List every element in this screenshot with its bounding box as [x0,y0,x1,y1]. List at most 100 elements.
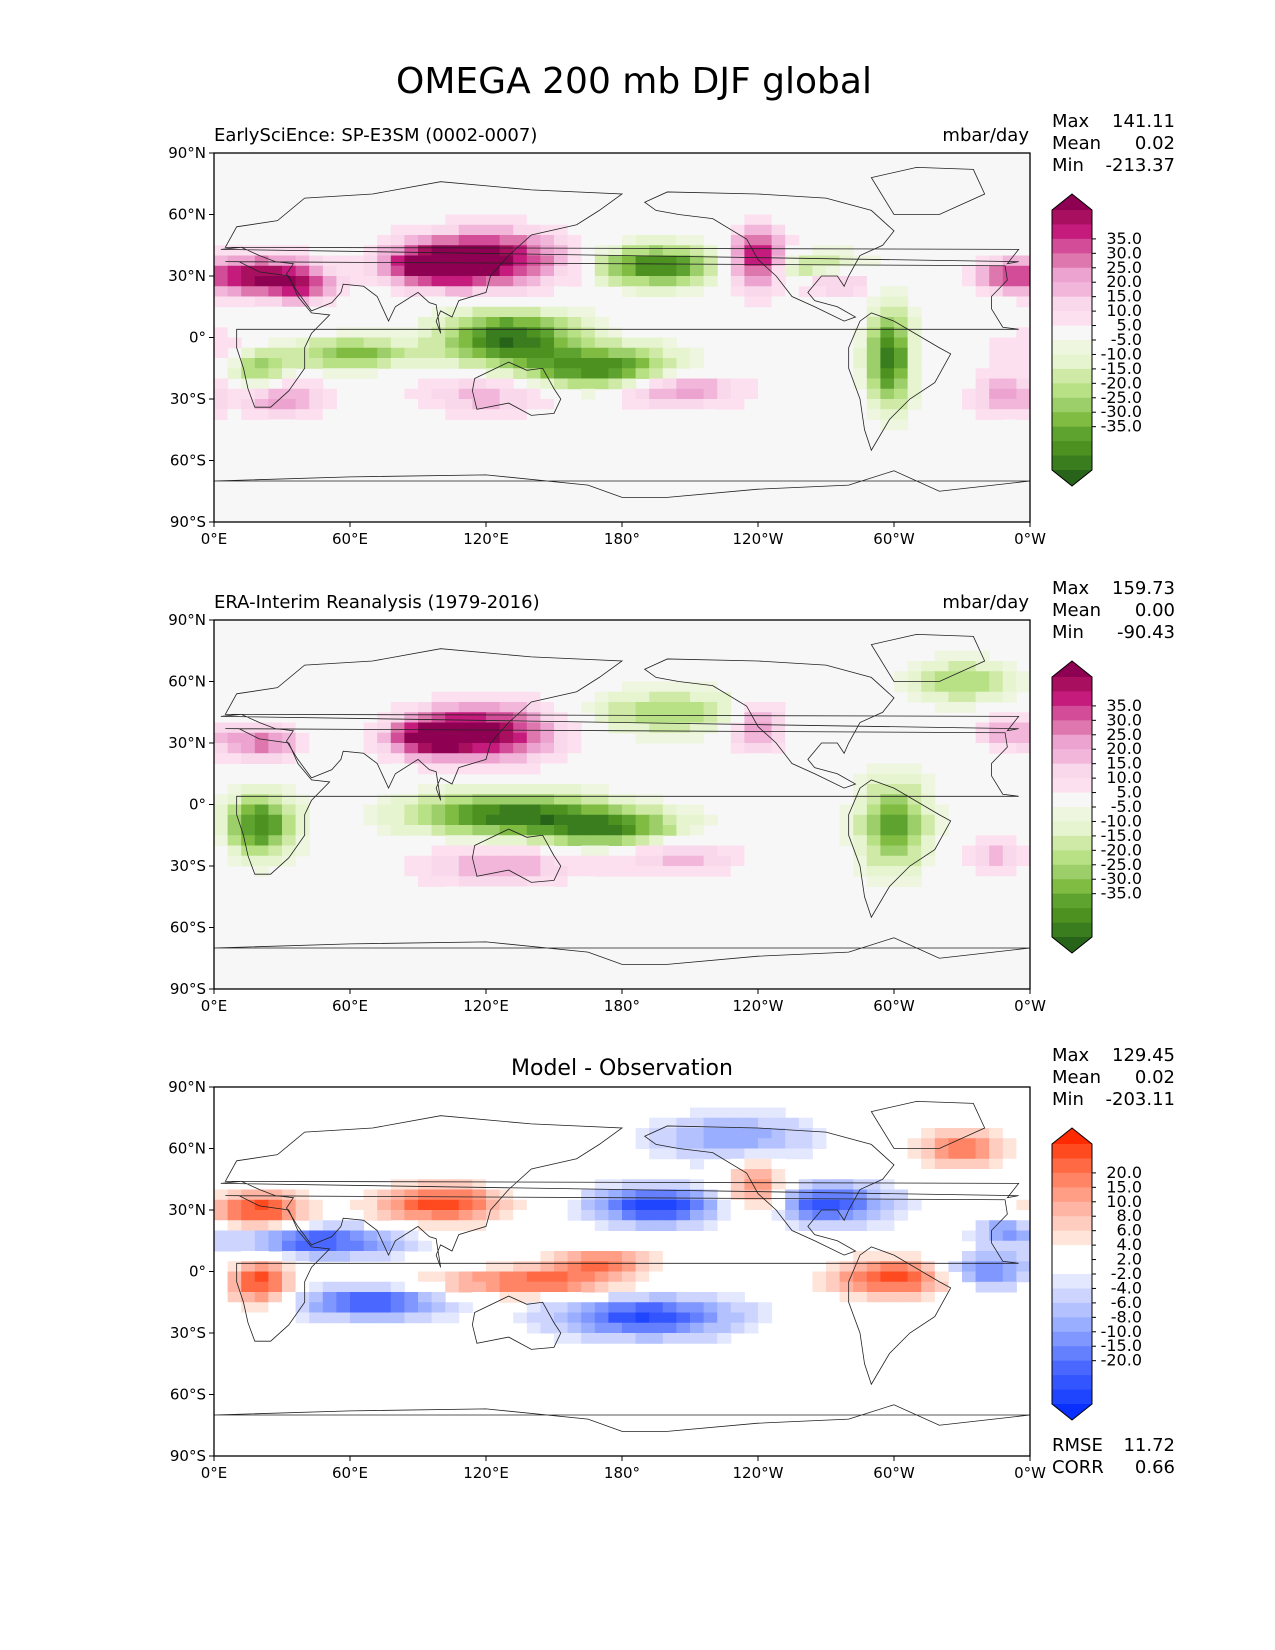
heatmap-cell [1016,722,1030,734]
heatmap-cell [717,1107,732,1119]
coastline [643,658,895,789]
y-tick-label: 60°N [168,206,206,224]
heatmap-cell [214,327,229,338]
heatmap-cell [295,1271,310,1283]
heatmap-cell [472,265,487,277]
colorbar-segment [1052,879,1092,895]
heatmap-cell [404,245,419,256]
heatmap-cell [948,845,963,857]
heatmap-cell [1002,245,1017,256]
heatmap-cell [1002,378,1017,390]
colorbar-tick-label: -10.0 [1101,1322,1142,1341]
heatmap-cell [866,358,881,369]
heatmap-cell [445,388,460,400]
heatmap-cell [404,732,419,744]
stat-mean-value: 0.02 [1135,133,1175,154]
heatmap-cell [758,1199,773,1211]
heatmap-cell [975,1271,990,1283]
heatmap-cell [486,835,501,846]
heatmap-cell [513,224,528,236]
heatmap-cell [526,378,541,390]
heatmap-cell [934,1302,949,1313]
heatmap-cell [350,1210,365,1221]
heatmap-cell [866,866,881,877]
heatmap-cell [282,347,297,359]
heatmap-cell [676,235,691,246]
heatmap-cell [499,743,514,754]
heatmap-cell [989,1240,1004,1252]
heatmap-cell [254,1189,269,1201]
heatmap-cell [635,1312,650,1324]
heatmap-cell [866,825,881,836]
heatmap-cell [214,1230,229,1242]
heatmap-cell [486,399,501,410]
heatmap-cell [649,235,664,246]
heatmap-cell [513,691,528,703]
heatmap-cell [690,732,705,744]
heatmap-cell [526,327,541,338]
heatmap-cell [594,1322,609,1334]
heatmap-cell [934,671,949,682]
heatmap-cell [921,1271,936,1283]
heatmap-cell [363,327,378,338]
heatmap-cell [622,712,637,723]
heatmap-cell [214,245,229,256]
heatmap-cell [445,722,460,734]
heatmap-cell [907,337,922,349]
heatmap-cell [540,835,555,846]
heatmap-cell [513,743,528,754]
heatmap-cell [540,886,555,898]
heatmap-cell [445,409,460,420]
heatmap-cell [921,1138,936,1149]
heatmap-cell [336,1220,351,1231]
heatmap-cell [812,1251,827,1262]
heatmap-cell [676,1210,691,1221]
heatmap-cell [894,1138,909,1149]
heatmap-cell [866,296,881,308]
heatmap-cell [214,1292,229,1303]
heatmap-cell [513,825,528,836]
heatmap-cell [404,1302,419,1313]
heatmap-cell [880,1281,895,1293]
heatmap-cell [975,399,990,410]
heatmap-cell [744,1220,759,1231]
heatmap-cell [377,814,392,826]
heatmap-cell [363,1312,378,1324]
heatmap-cell [1016,681,1030,693]
heatmap-cell [649,845,664,857]
heatmap-cell [690,1128,705,1139]
heatmap-cell [390,337,405,349]
heatmap-cell [1002,368,1017,379]
heatmap-cell [866,1189,881,1201]
heatmap-cell [214,712,229,723]
heatmap-cell [703,1210,718,1221]
heatmap-cell [540,337,555,349]
heatmap-cell [798,265,813,277]
heatmap-cell [268,276,283,287]
heatmap-cell [486,743,501,754]
heatmap-cell [975,388,990,400]
heatmap-cell [458,224,473,236]
heatmap-cell [894,1128,909,1139]
heatmap-cell [989,1138,1004,1149]
heatmap-cell [254,378,269,390]
heatmap-cell [295,378,310,390]
heatmap-cell [554,825,569,836]
heatmap-cell [472,286,487,297]
heatmap-cell [635,702,650,713]
heatmap-cell [676,255,691,267]
heatmap-cell [989,855,1004,867]
heatmap-cell [635,245,650,256]
x-tick-label: 60°E [332,1464,368,1482]
heatmap-cell [295,1240,310,1252]
heatmap-cell [513,286,528,297]
heatmap-cell [431,306,446,318]
heatmap-cell [458,1199,473,1211]
heatmap-cell [948,1117,963,1129]
heatmap-cell [486,1271,501,1283]
heatmap-cell [486,712,501,723]
heatmap-cell [309,1230,324,1242]
heatmap-cell [758,1179,773,1190]
heatmap-cell [486,753,501,764]
heatmap-cell [785,245,800,256]
